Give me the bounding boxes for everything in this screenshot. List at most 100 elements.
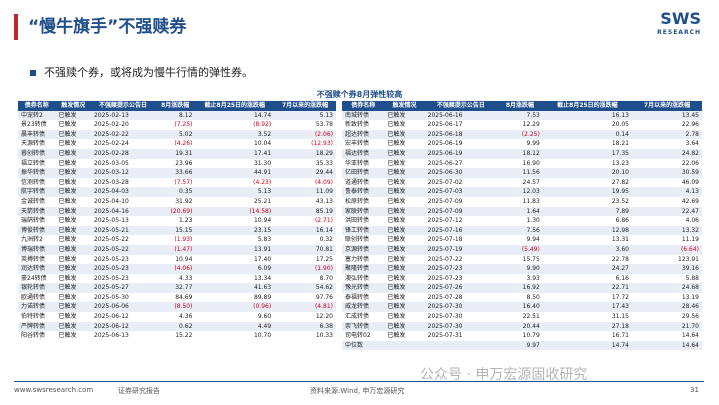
table-cell: 13.45 (632, 110, 702, 121)
table-cell: 洪田转债 (345, 217, 370, 225)
table-cell: 2025-06-06 (90, 302, 155, 313)
table-cell: 2025-05-30 (93, 293, 129, 301)
table-row: 振华转债 已触发 2025-03-12 33.66 44.91 29.44 (18, 168, 336, 178)
table-row: 联创转债 已触发 2025-07-18 9.94 13.31 11.19 (342, 235, 702, 245)
table-cell: 已触发 (387, 313, 406, 321)
table-cell: 已触发 (58, 255, 77, 263)
table-cell: 豪24转债 (21, 274, 47, 282)
table-cell: 京源转债 (342, 244, 385, 255)
table-cell: 阳谷转债 (21, 332, 46, 340)
table-cell: (14.58) (195, 206, 275, 217)
table-cell: 16.14 (274, 225, 336, 236)
table-cell: 17.43 (542, 302, 632, 313)
table-cell: 2025-04-10 (93, 197, 129, 205)
logo-sub: RESEARCH (657, 29, 701, 36)
table-cell: 2025-02-28 (90, 148, 155, 159)
table-cell: 6.09 (195, 264, 275, 274)
table-left: 债券名称 触发情况 不强赎提示公告日 8月涨跌幅 截止8月25日的涨跌幅 7月以来的涨跌幅… (18, 101, 336, 341)
table-cell: 已触发 (58, 140, 77, 148)
table-row: 中宠转2 已触发 2025-02-13 8.12 14.74 5.13 (18, 110, 336, 121)
table-cell: 亿田转债 (342, 168, 385, 178)
table-cell: 已触发 (384, 187, 425, 197)
table-cell: 0.14 (542, 129, 632, 140)
table-cell: (8.92) (253, 121, 272, 129)
table-cell: 29.56 (681, 313, 699, 321)
table-cell: 14.64 (632, 340, 702, 351)
table-cell: 澳弘转债 (345, 274, 370, 282)
table-cell: 85.19 (274, 206, 336, 217)
table-cell: 2025-02-13 (90, 110, 155, 121)
header-row: 债券名称 触发情况 不强赎提示公告日 8月涨跌幅 截止8月25日的涨跌幅 7月以来的涨跌幅 (342, 101, 702, 111)
column-header: 8月涨跌幅 (154, 101, 196, 111)
table-row: 睿创转债 已触发 2025-02-28 19.31 17.41 18.29 (18, 148, 336, 159)
table-cell: 已触发 (387, 159, 406, 167)
table-cell: 33.66 (154, 168, 196, 178)
column-header: 8月涨跌幅 (497, 101, 543, 111)
table-cell: 豫光转债 (342, 283, 385, 293)
table-cell: 35.33 (315, 159, 333, 167)
table-cell: 2025-07-03 (424, 187, 498, 197)
table-cell: 23.52 (611, 197, 629, 205)
table-cell: 已触发 (58, 197, 77, 205)
table-cell: 九洲转2 (21, 236, 43, 244)
table-cell: 12.03 (497, 187, 543, 197)
table-cell: 13.91 (195, 244, 275, 255)
table-cell: 已触发 (387, 140, 406, 148)
table-cell: 0.62 (154, 321, 196, 332)
table-cell: 39.16 (632, 264, 702, 274)
table-cell: 金诚转债 (21, 197, 46, 205)
table-cell: (12.93) (311, 140, 333, 148)
table-cell: 中宠转2 (18, 110, 56, 121)
table-cell: 2025-05-27 (90, 283, 155, 293)
table-cell: 2025-07-28 (427, 293, 463, 301)
table-cell: 2025-05-21 (90, 225, 155, 236)
table-cell: 博俊转债 (18, 225, 56, 236)
table-cell: 2025-06-12 (93, 313, 129, 321)
table-cell: 11.56 (497, 168, 543, 178)
table-cell: 30.59 (632, 168, 702, 178)
table-cell: 16.90 (522, 159, 540, 167)
bullet: 不强赎个券，或将成为慢牛行情的弹性券。 (30, 64, 253, 80)
table-cell: 42.69 (681, 197, 699, 205)
table-cell: 松原转债 (345, 197, 370, 205)
table-cell: 29.44 (274, 168, 336, 178)
table-cell: (4.81) (274, 302, 336, 313)
table-cell: 43.13 (315, 197, 333, 205)
table-cell: 14.74 (542, 340, 632, 351)
table-cell: 已触发 (55, 302, 91, 313)
table-cell: 4.36 (179, 313, 193, 321)
table-row: 松原转债 已触发 2025-07-09 11.83 23.52 42.69 (342, 197, 702, 207)
table-cell: 已触发 (55, 283, 91, 293)
table-cell: 84.69 (175, 293, 193, 301)
table-cell: 3.52 (195, 129, 275, 140)
table-cell: 3.64 (685, 140, 699, 148)
table-cell: 2025-07-02 (427, 178, 463, 186)
table-cell: (0.96) (195, 302, 275, 313)
table-cell: 已触发 (58, 121, 77, 129)
table-cell: 19.95 (542, 187, 632, 197)
table-cell: 17.40 (253, 255, 272, 263)
table-cell: 7.56 (497, 225, 543, 236)
footer-page: 31 (690, 386, 699, 394)
table-cell: 32.77 (154, 283, 196, 293)
table-cell: 20.10 (542, 168, 632, 178)
table-row: 司电转02 已触发 2025-07-31 10.79 16.71 14.64 (342, 331, 702, 341)
table-cell: 22.71 (542, 283, 632, 293)
table-cell: 22.51 (522, 313, 540, 321)
table-cell: 22.78 (611, 255, 629, 263)
table-cell: 2025-05-22 (90, 244, 155, 255)
table-cell: 11.09 (274, 187, 336, 197)
table-cell: 已触发 (384, 129, 425, 140)
table-cell: 9.94 (526, 236, 540, 244)
table-cell: 20.44 (497, 321, 543, 332)
table-cell: 已触发 (384, 321, 425, 332)
table-row: 信测转债 已触发 2025-03-28 (7.57) (4.23) (4.09) (18, 178, 336, 188)
table-cell: 2025-05-23 (93, 255, 129, 263)
table-cell: 10.94 (175, 255, 193, 263)
table-cell: 2025-03-05 (93, 159, 129, 167)
table-row: 欧通转债 已触发 2025-05-30 84.69 89.89 97.76 (18, 293, 336, 303)
table-cell: 31.30 (253, 159, 272, 167)
table-cell: 18.29 (274, 148, 336, 159)
table-row: 阳谷转债 已触发 2025-06-13 15.22 10.70 10.33 (18, 331, 336, 341)
